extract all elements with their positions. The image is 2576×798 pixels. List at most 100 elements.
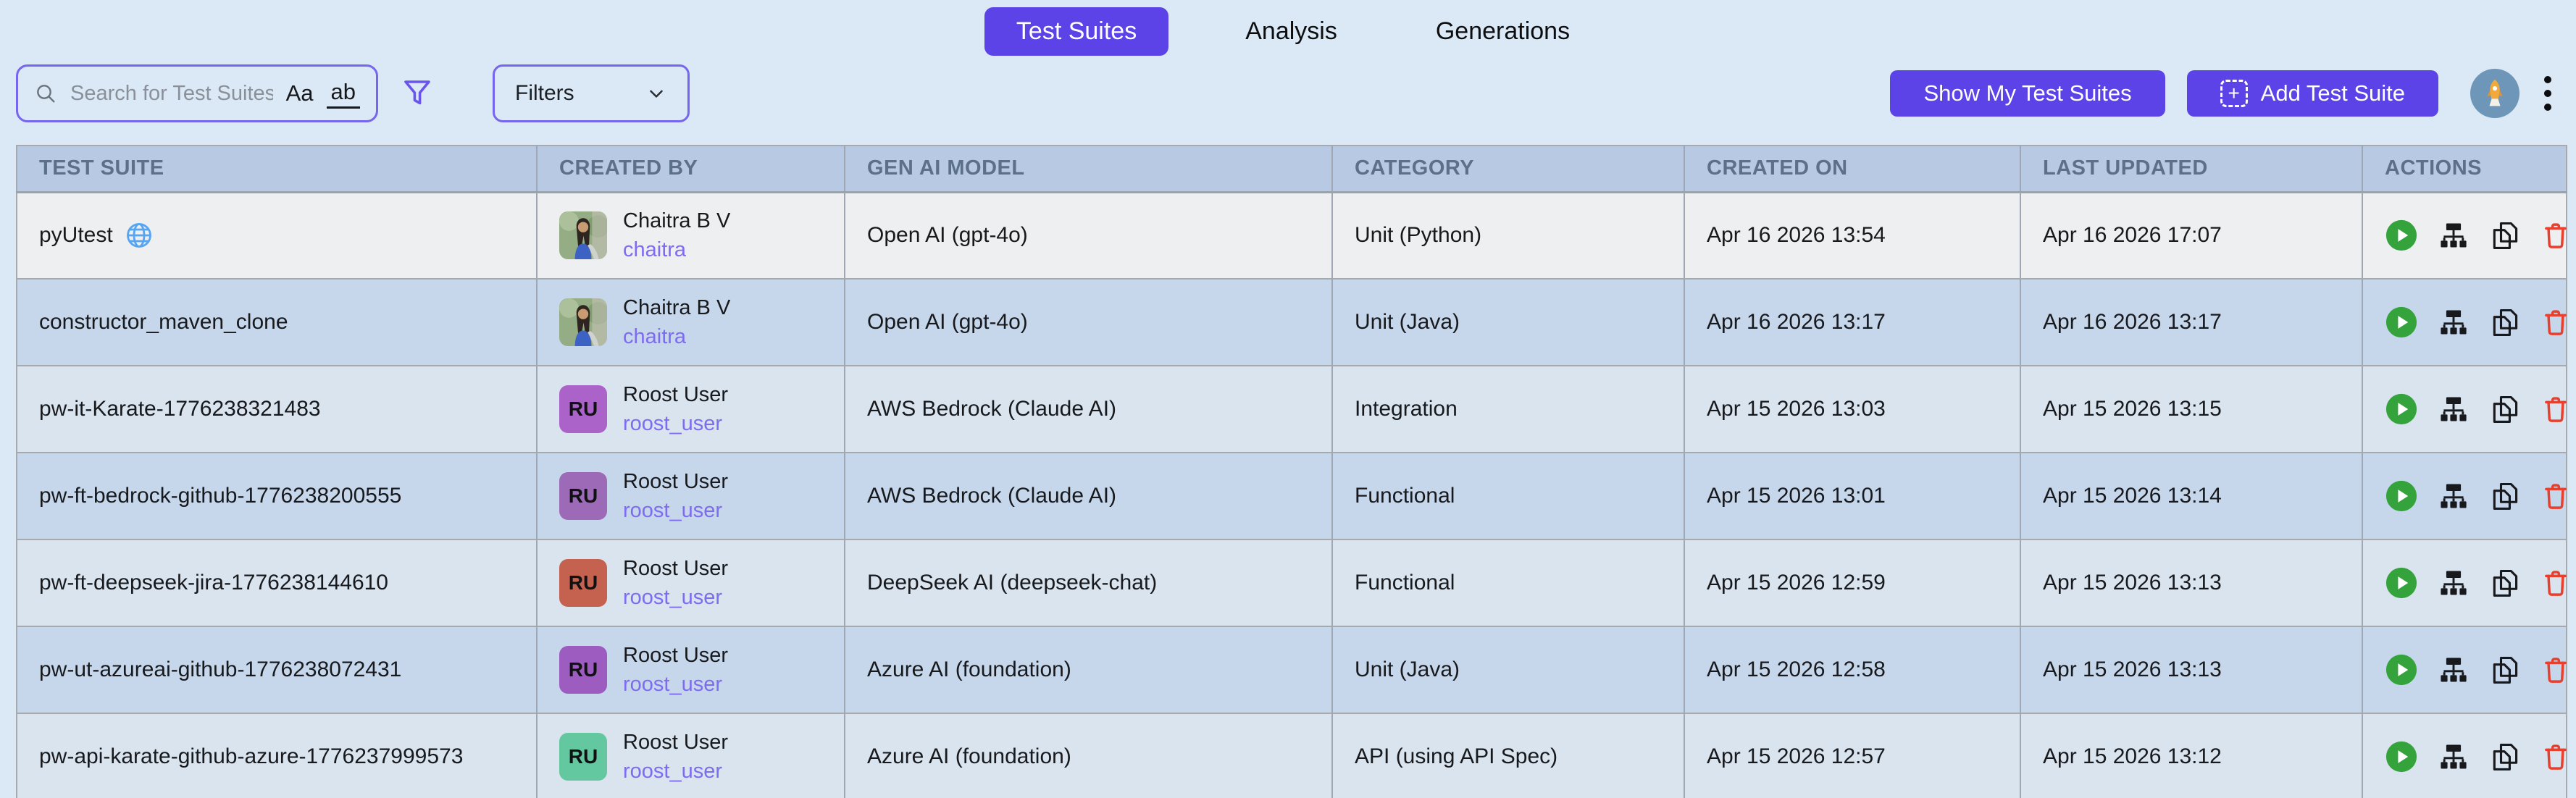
category: API (using API Spec) xyxy=(1331,713,1684,798)
search-box[interactable]: Aa ab xyxy=(16,64,378,122)
trash-icon xyxy=(2545,484,2567,509)
delete-test-suite-button[interactable] xyxy=(2541,306,2571,338)
creator-username-link[interactable]: roost_user xyxy=(623,759,723,783)
test-hierarchy-button[interactable] xyxy=(2438,654,2470,686)
clone-test-suite-button[interactable] xyxy=(2489,393,2521,425)
table-row[interactable]: pw-it-Karate-1776238321483 RU Roost User… xyxy=(17,366,2567,453)
add-test-suite-label: Add Test Suite xyxy=(2260,80,2405,106)
table-row[interactable]: pw-ft-bedrock-github-1776238200555 RU Ro… xyxy=(17,453,2567,539)
test-hierarchy-button[interactable] xyxy=(2438,393,2470,425)
creator-name: Roost User xyxy=(623,556,729,580)
gen-ai-model: Open AI (gpt-4o) xyxy=(844,279,1332,366)
tab-analysis[interactable]: Analysis xyxy=(1224,7,1359,56)
clone-test-suite-button[interactable] xyxy=(2489,567,2521,599)
column-header-actions: ACTIONS xyxy=(2362,146,2567,193)
creator-name: Roost User xyxy=(623,469,729,493)
column-header-created-by: CREATED BY xyxy=(536,146,845,193)
last-updated: Apr 16 2026 17:07 xyxy=(2020,192,2362,279)
gen-ai-model: Azure AI (foundation) xyxy=(844,626,1332,713)
test-hierarchy-button[interactable] xyxy=(2438,480,2470,512)
user-initials-avatar: RU xyxy=(559,472,607,520)
copy-icon xyxy=(2493,395,2518,423)
trash-icon xyxy=(2545,571,2567,596)
clone-test-suite-button[interactable] xyxy=(2489,306,2521,338)
kebab-dot xyxy=(2544,76,2551,83)
delete-test-suite-button[interactable] xyxy=(2541,741,2571,773)
user-photo-avatar xyxy=(559,298,607,346)
delete-test-suite-button[interactable] xyxy=(2541,219,2571,251)
creator-username-link[interactable]: chaitra xyxy=(623,238,687,261)
test-hierarchy-button[interactable] xyxy=(2438,741,2470,773)
match-whole-word-toggle[interactable]: ab xyxy=(326,79,360,109)
search-input[interactable] xyxy=(70,81,273,106)
hierarchy-icon xyxy=(2441,223,2467,248)
creator-username-link[interactable]: roost_user xyxy=(623,672,723,696)
hierarchy-icon xyxy=(2441,397,2467,421)
table-row[interactable]: pw-api-karate-github-azure-1776237999573… xyxy=(17,713,2567,798)
last-updated: Apr 15 2026 13:14 xyxy=(2020,453,2362,539)
hierarchy-icon xyxy=(2441,484,2467,508)
creator-username-link[interactable]: chaitra xyxy=(623,324,687,348)
hierarchy-icon xyxy=(2441,744,2467,769)
trash-icon xyxy=(2545,223,2567,249)
run-test-suite-button[interactable] xyxy=(2385,479,2418,513)
test-suites-table: TEST SUITE CREATED BY GEN AI MODEL CATEG… xyxy=(16,145,2567,798)
table-row[interactable]: pyUtest Chaitra B V chaitra Open AI (gpt… xyxy=(17,192,2567,279)
kebab-dot xyxy=(2544,104,2551,111)
match-case-toggle[interactable]: Aa xyxy=(285,80,314,106)
clone-test-suite-button[interactable] xyxy=(2489,654,2521,686)
clone-test-suite-button[interactable] xyxy=(2489,741,2521,773)
top-tab-bar: Test Suites Analysis Generations xyxy=(0,0,2576,56)
add-test-suite-button[interactable]: + Add Test Suite xyxy=(2186,70,2438,117)
creator-username-link[interactable]: roost_user xyxy=(623,411,723,435)
creator-username-link[interactable]: roost_user xyxy=(623,585,723,609)
run-test-suite-button[interactable] xyxy=(2385,306,2418,339)
gen-ai-model: AWS Bedrock (Claude AI) xyxy=(844,366,1332,453)
play-icon xyxy=(2385,654,2417,686)
run-test-suite-button[interactable] xyxy=(2385,219,2418,252)
column-header-category: CATEGORY xyxy=(1331,146,1684,193)
creator-name: Roost User xyxy=(623,643,729,667)
test-hierarchy-button[interactable] xyxy=(2438,219,2470,251)
delete-test-suite-button[interactable] xyxy=(2541,393,2571,425)
tab-test-suites[interactable]: Test Suites xyxy=(984,7,1169,56)
overflow-menu-button[interactable] xyxy=(2540,72,2556,115)
delete-test-suite-button[interactable] xyxy=(2541,567,2571,599)
delete-test-suite-button[interactable] xyxy=(2541,654,2571,686)
show-my-test-suites-button[interactable]: Show My Test Suites xyxy=(1890,70,2165,117)
creator-username-link[interactable]: roost_user xyxy=(623,498,723,522)
gen-ai-model: AWS Bedrock (Claude AI) xyxy=(844,453,1332,539)
table-row[interactable]: pw-ft-deepseek-jira-1776238144610 RU Roo… xyxy=(17,539,2567,626)
plus-icon: + xyxy=(2220,80,2248,107)
table-row[interactable]: pw-ut-azureai-github-1776238072431 RU Ro… xyxy=(17,626,2567,713)
delete-test-suite-button[interactable] xyxy=(2541,480,2571,512)
play-icon xyxy=(2385,480,2417,512)
play-icon xyxy=(2385,306,2417,338)
play-icon xyxy=(2385,393,2417,425)
run-test-suite-button[interactable] xyxy=(2385,740,2418,773)
clone-test-suite-button[interactable] xyxy=(2489,480,2521,512)
hierarchy-icon xyxy=(2441,658,2467,682)
filter-funnel-button[interactable] xyxy=(400,75,435,112)
user-initials-avatar: RU xyxy=(559,646,607,694)
copy-icon xyxy=(2493,308,2518,336)
copy-icon xyxy=(2493,569,2518,597)
test-hierarchy-button[interactable] xyxy=(2438,567,2470,599)
last-updated: Apr 15 2026 13:13 xyxy=(2020,539,2362,626)
table-row[interactable]: constructor_maven_clone Chaitra B V chai… xyxy=(17,279,2567,366)
category: Functional xyxy=(1331,453,1684,539)
play-icon xyxy=(2385,741,2417,773)
user-avatar[interactable] xyxy=(2470,69,2519,118)
tab-generations[interactable]: Generations xyxy=(1414,7,1592,56)
hierarchy-icon xyxy=(2441,571,2467,595)
filters-label: Filters xyxy=(515,81,574,105)
category: Unit (Java) xyxy=(1331,626,1684,713)
column-header-gen-ai-model: GEN AI MODEL xyxy=(844,146,1332,193)
created-on: Apr 15 2026 13:01 xyxy=(1684,453,2020,539)
run-test-suite-button[interactable] xyxy=(2385,653,2418,686)
filters-dropdown[interactable]: Filters xyxy=(493,64,690,122)
run-test-suite-button[interactable] xyxy=(2385,566,2418,600)
clone-test-suite-button[interactable] xyxy=(2489,219,2521,251)
test-hierarchy-button[interactable] xyxy=(2438,306,2470,338)
run-test-suite-button[interactable] xyxy=(2385,392,2418,426)
